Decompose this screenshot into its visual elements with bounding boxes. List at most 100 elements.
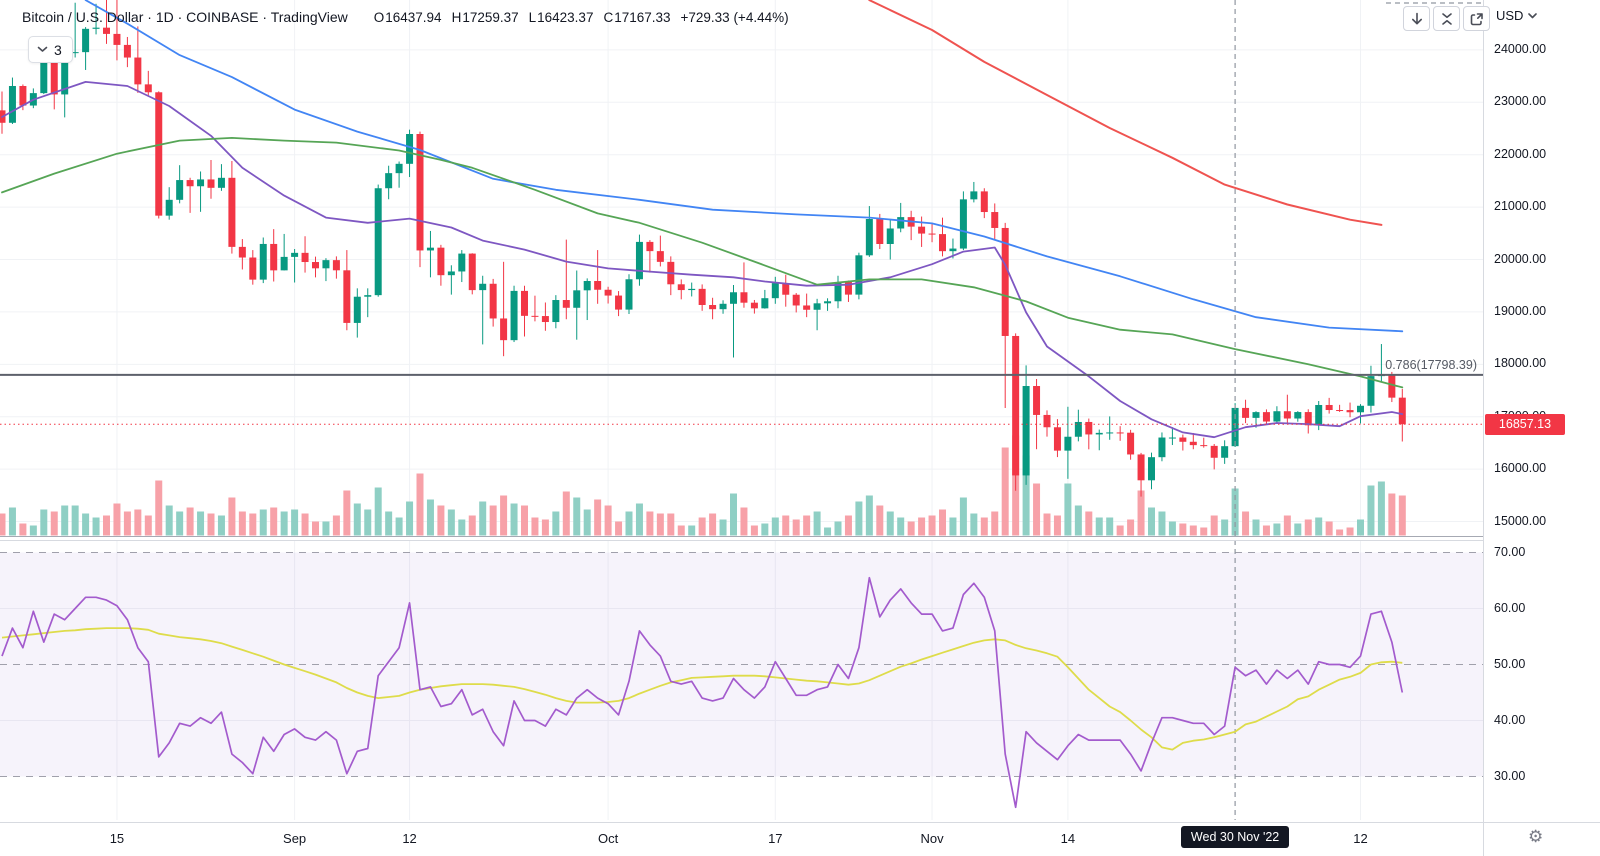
candle — [625, 279, 633, 310]
volume-bar — [656, 513, 664, 536]
candle — [385, 173, 393, 189]
maximize-pane-button[interactable] — [1463, 6, 1490, 31]
volume-bar — [312, 521, 319, 536]
time-axis-tick: 17 — [768, 831, 783, 846]
volume-bar — [709, 513, 717, 536]
candle — [61, 52, 69, 95]
time-axis-tick: Sep — [283, 831, 307, 846]
candle — [458, 253, 466, 272]
fib-level-label[interactable]: 0.786(17798.39) — [1385, 357, 1477, 372]
volume-bar — [426, 499, 434, 536]
volume-bar — [134, 509, 142, 536]
volume-bar — [103, 515, 110, 536]
candle — [521, 290, 528, 316]
candle — [1273, 411, 1281, 422]
volume-bar — [113, 503, 121, 536]
volume-bar — [1116, 525, 1124, 536]
volume-bar — [865, 495, 873, 536]
volume-bar — [332, 515, 340, 536]
candle — [709, 304, 717, 310]
candle — [270, 243, 278, 271]
volume-bar — [1325, 521, 1333, 536]
volume-bar — [1221, 519, 1229, 536]
volume-bar — [1074, 505, 1082, 536]
candle — [155, 92, 163, 216]
candle — [1116, 432, 1124, 434]
candle — [688, 288, 696, 291]
indicators-collapsed-button[interactable]: 3 — [28, 36, 73, 63]
candle — [259, 243, 267, 280]
volume-bar — [813, 511, 821, 536]
rsi-axis-tick: 30.00 — [1494, 768, 1526, 783]
ma-green — [1, 136, 1404, 389]
candle — [406, 134, 414, 164]
candle — [865, 219, 873, 256]
volume-bar — [521, 505, 528, 536]
volume-bar — [980, 517, 988, 536]
candle — [562, 300, 570, 308]
volume-bar — [991, 511, 999, 536]
volume-bar — [782, 515, 790, 536]
volume-bar — [437, 505, 445, 536]
volume-bar — [635, 503, 643, 536]
volume-bar — [824, 527, 832, 536]
candle — [573, 290, 581, 308]
candle — [19, 85, 27, 106]
price-scale[interactable]: USD 24000.00 23000.00 22000.00 21000.00 2000… — [1483, 0, 1600, 822]
volume-bar — [1053, 515, 1061, 536]
candle — [332, 260, 340, 271]
volume-bar — [834, 521, 842, 536]
volume-bar — [855, 501, 863, 536]
candle — [92, 27, 100, 29]
volume-bar — [447, 509, 455, 536]
candle — [1022, 386, 1030, 476]
volume-bar — [552, 511, 560, 536]
candle — [834, 282, 842, 302]
price-axis-tick: 18000.00 — [1494, 356, 1547, 371]
volume-bar — [698, 517, 706, 536]
candle — [594, 280, 602, 290]
candle — [531, 315, 539, 317]
volume-bar — [29, 525, 37, 536]
volume-bar — [677, 525, 685, 536]
volume-bar — [1148, 507, 1155, 536]
volume-bar — [1189, 525, 1197, 536]
candle — [1053, 427, 1061, 451]
symbol-title[interactable]: Bitcoin / U.S. Dollar · 1D · COINBASE · … — [22, 9, 348, 25]
candle — [1148, 457, 1155, 481]
gear-icon[interactable]: ⚙ — [1528, 827, 1544, 846]
candle — [803, 305, 811, 310]
volume-bar — [416, 473, 424, 536]
volume-bar — [1346, 527, 1354, 536]
candle — [1210, 445, 1218, 458]
collapse-pane-button[interactable] — [1433, 6, 1460, 31]
price-axis-tick: 19000.00 — [1494, 303, 1547, 318]
volume-bar — [625, 511, 633, 536]
currency-selector[interactable]: USD — [1496, 8, 1538, 23]
volume-bar — [907, 521, 915, 536]
volume-bar — [562, 491, 570, 536]
move-pane-down-button[interactable] — [1403, 6, 1430, 31]
time-axis-tick: Oct — [597, 831, 619, 846]
volume-bar — [40, 509, 48, 536]
candle — [959, 199, 967, 249]
volume-bar — [1231, 488, 1239, 536]
time-scale[interactable]: 15Sep12Oct17Nov141226 Wed 30 Nov '22 — [0, 822, 1600, 856]
ma-red — [868, 0, 1383, 226]
candle — [1325, 404, 1333, 411]
candle — [1242, 407, 1250, 418]
volume-bar — [197, 511, 205, 536]
candle — [1085, 421, 1093, 435]
time-axis-tick: 12 — [1353, 831, 1368, 846]
candle — [1001, 227, 1009, 336]
candle — [197, 179, 205, 187]
volume-bar — [1304, 519, 1312, 536]
candle — [1043, 414, 1051, 428]
candle — [134, 57, 142, 85]
volume-bar — [8, 507, 16, 536]
volume-bar — [1085, 511, 1093, 536]
volume-bar — [531, 517, 539, 536]
candle — [719, 303, 727, 310]
volume-bar — [249, 513, 257, 536]
